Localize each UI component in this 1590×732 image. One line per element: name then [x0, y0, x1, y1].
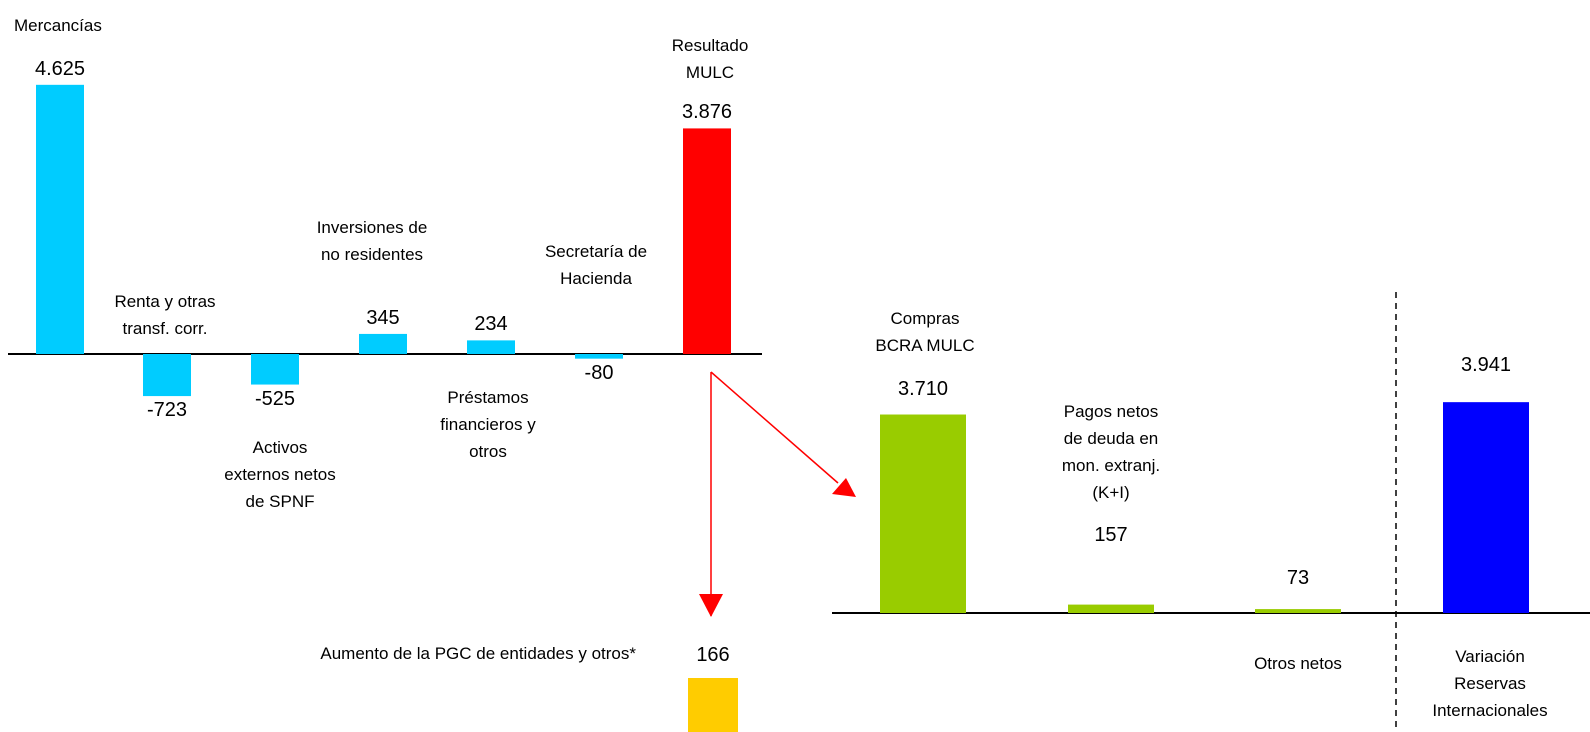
- category-label: Secretaría de Hacienda: [544, 242, 648, 288]
- arrow-head: [832, 478, 856, 497]
- category-label: Variación Reservas Internacionales: [1432, 647, 1548, 720]
- bar: [880, 414, 966, 613]
- arrow-head: [699, 594, 723, 617]
- category-label: Mercancías: [14, 16, 102, 35]
- value-label: 4.625: [34, 57, 86, 80]
- bar: [251, 354, 299, 385]
- value-label: 166: [696, 644, 730, 666]
- bar: [1443, 402, 1529, 613]
- bar: [683, 128, 731, 354]
- bar: [688, 678, 738, 732]
- bar: [36, 84, 84, 354]
- bar: [143, 354, 191, 397]
- bar: [1255, 609, 1341, 613]
- value-label: -525: [254, 387, 296, 410]
- category-label: Activos externos netos de SPNF: [224, 438, 336, 511]
- category-label: Otros netos: [1254, 654, 1342, 673]
- value-label: 3.876: [681, 101, 733, 124]
- value-label: -723: [146, 399, 188, 422]
- category-label: Compras BCRA MULC: [875, 309, 975, 355]
- value-label: 157: [1094, 524, 1128, 546]
- category-label: Aumento de la PGC de entidades y otros*: [320, 644, 636, 663]
- value-label: 345: [366, 306, 400, 329]
- value-label: 3.710: [897, 378, 949, 400]
- value-label: -80: [584, 361, 614, 384]
- bar: [575, 354, 623, 359]
- category-label: Renta y otras transf. corr.: [114, 292, 216, 338]
- value-label: 234: [474, 313, 508, 336]
- category-label: Resultado MULC: [671, 36, 749, 82]
- category-label: Pagos netos de deuda en mon. extranj. (K…: [1061, 402, 1161, 502]
- bar: [467, 340, 515, 354]
- bar: [359, 333, 407, 354]
- category-label: Inversiones de no residentes: [316, 218, 428, 264]
- value-label: 73: [1286, 567, 1310, 589]
- arrow-right: [710, 371, 839, 484]
- bar: [1068, 604, 1154, 613]
- category-label: Préstamos financieros y otros: [440, 388, 536, 461]
- value-label: 3.941: [1460, 354, 1512, 376]
